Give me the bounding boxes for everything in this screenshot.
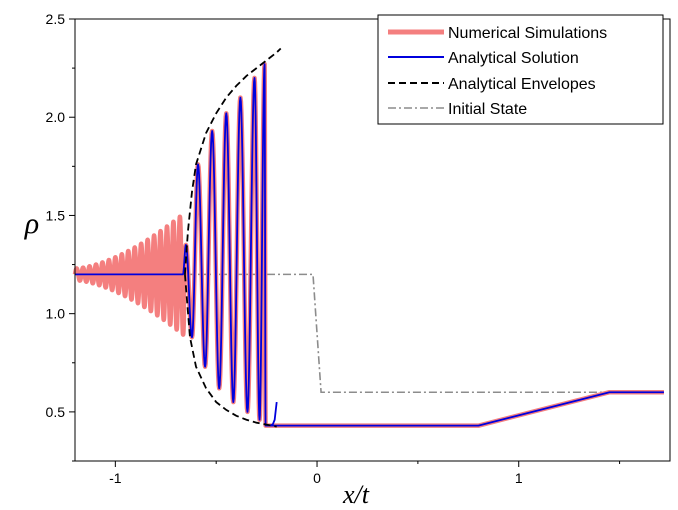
x-tick-label: -1 [109,470,122,486]
y-tick-label: 1.0 [46,306,66,322]
x-tick-label: 0 [313,470,321,486]
analytical-solution-tail [269,401,278,427]
x-tick-label: 1 [515,470,523,486]
legend: Numerical Simulations Analytical Solutio… [377,14,664,125]
numerical-simulations-series [72,61,664,428]
x-axis-label: x/t [342,480,370,509]
y-tick-label: 1.5 [46,207,66,223]
analytical-envelopes-series [184,47,282,428]
initial-state-line [75,273,664,394]
legend-label-numerical: Numerical Simulations [448,25,607,42]
analytical-solution-line [75,63,664,427]
plot-frame [74,18,671,462]
x-axis-ticks: -1 0 1 [109,461,621,486]
upper-envelope-line [184,47,282,275]
lower-envelope-line [184,274,277,428]
numerical-simulations-line [72,61,664,428]
y-axis-label: ρ [24,207,39,240]
legend-label-initial: Initial State [448,101,527,118]
initial-state-series [75,273,664,394]
y-tick-label: 2.0 [46,109,66,125]
legend-label-analytical: Analytical Solution [448,50,579,67]
analytical-solution-series [75,63,664,427]
y-axis-ticks: 0.5 1.0 1.5 2.0 2.5 [46,11,75,462]
y-tick-label: 2.5 [46,11,66,27]
legend-label-envelopes: Analytical Envelopes [448,76,596,93]
y-tick-label: 0.5 [46,404,66,420]
